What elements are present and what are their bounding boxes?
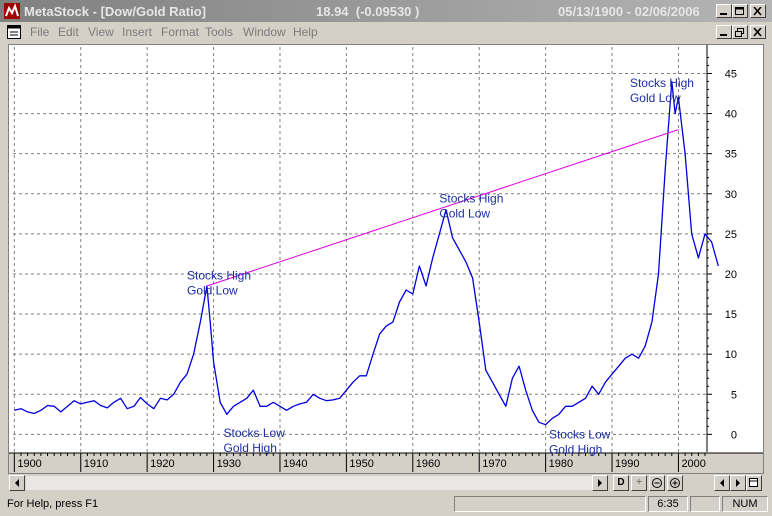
arrow-left-icon bbox=[720, 479, 724, 487]
zoom-out-icon bbox=[652, 478, 662, 488]
minimize-icon bbox=[720, 13, 727, 15]
zoom-out-button[interactable] bbox=[649, 475, 665, 491]
doc-close-button[interactable] bbox=[750, 25, 766, 39]
x-tick-label: 1980 bbox=[549, 458, 573, 470]
arrow-left-icon bbox=[15, 479, 19, 487]
x-tick-label: 1970 bbox=[482, 458, 506, 470]
trend-line bbox=[206, 129, 679, 287]
status-num: NUM bbox=[722, 496, 768, 512]
annotation-label: Stocks Low Gold High bbox=[224, 426, 286, 455]
x-tick-label: 1900 bbox=[17, 458, 41, 470]
scroll-right-button[interactable] bbox=[592, 475, 608, 491]
annotation-line: Stocks Low bbox=[549, 427, 611, 441]
annotation-label: Stocks High Gold Low bbox=[630, 76, 694, 105]
y-tick-label: 30 bbox=[725, 189, 737, 201]
page-left-button[interactable] bbox=[714, 475, 730, 491]
annotation-line: Stocks High bbox=[439, 192, 503, 206]
arrow-right-icon bbox=[736, 479, 740, 487]
y-tick-label: 25 bbox=[725, 229, 737, 241]
y-tick-label: 5 bbox=[731, 389, 737, 401]
y-tick-label: 10 bbox=[725, 349, 737, 361]
zoom-in-button[interactable] bbox=[667, 475, 683, 491]
menu-insert[interactable]: Insert bbox=[122, 25, 153, 39]
x-tick-label: 1950 bbox=[349, 458, 373, 470]
menu-edit[interactable]: Edit bbox=[58, 25, 79, 39]
y-tick-label: 0 bbox=[731, 429, 737, 441]
horizontal-scrollbar[interactable] bbox=[26, 476, 594, 490]
x-tick-label: 1990 bbox=[615, 458, 639, 470]
maximize-button[interactable] bbox=[732, 4, 748, 18]
annotation-line: Stocks Low bbox=[224, 426, 286, 440]
menu-bar bbox=[0, 22, 772, 42]
doc-minimize-button[interactable] bbox=[716, 25, 732, 39]
annotation-line: Stocks High bbox=[187, 269, 251, 283]
menu-format[interactable]: Format bbox=[161, 25, 200, 39]
annotation-line: Gold Low bbox=[630, 91, 681, 105]
annotation-line: Gold High bbox=[549, 442, 602, 456]
minimize-button[interactable] bbox=[716, 4, 732, 18]
window-icon bbox=[749, 478, 758, 487]
page-right-button[interactable] bbox=[730, 475, 746, 491]
document-icon[interactable] bbox=[6, 24, 22, 40]
annotation-label: Stocks High Gold Low bbox=[439, 192, 503, 221]
annotation-line: Gold Low bbox=[187, 284, 238, 298]
zoom-in-disabled-button[interactable]: + bbox=[631, 475, 647, 491]
metastock-app-icon[interactable] bbox=[4, 3, 20, 19]
doc-restore-button[interactable] bbox=[732, 25, 748, 39]
x-tick-label: 1940 bbox=[283, 458, 307, 470]
x-axis-strip bbox=[9, 453, 763, 473]
date-range: 05/13/1900 - 02/06/2006 bbox=[558, 4, 700, 19]
x-tick-label: 1920 bbox=[150, 458, 174, 470]
annotation-line: Gold Low bbox=[439, 207, 490, 221]
chart-panel[interactable]: 0 5 10 15 20 25 30 35 40 45 1900 1910 1920 1930 1940 19… bbox=[8, 44, 764, 474]
status-panel-empty bbox=[454, 496, 646, 512]
x-tick-label: 1930 bbox=[217, 458, 241, 470]
x-tick-label: 1960 bbox=[416, 458, 440, 470]
annotation-label: Stocks High Gold Low bbox=[187, 269, 251, 298]
title-bar: MetaStock - [Dow/Gold Ratio] 18.94 (-0.0… bbox=[0, 0, 772, 22]
annotation-label: Stocks Low Gold High bbox=[549, 427, 611, 456]
status-bar: For Help, press F1 6:35 NUM bbox=[0, 494, 772, 516]
scroll-left-button[interactable] bbox=[9, 475, 25, 491]
scroll-row: D + bbox=[8, 475, 764, 493]
arrow-right-icon bbox=[598, 479, 602, 487]
dow-gold-ratio-chart[interactable]: 0 5 10 15 20 25 30 35 40 45 1900 1910 1920 1930 1940 19… bbox=[9, 45, 763, 473]
annotation-line: Stocks High bbox=[630, 76, 694, 90]
menu-window[interactable]: Window bbox=[243, 25, 286, 39]
y-tick-label: 45 bbox=[725, 68, 737, 80]
y-tick-label: 35 bbox=[725, 149, 737, 161]
dow-gold-ratio-line bbox=[14, 80, 719, 426]
menu-tools[interactable]: Tools bbox=[205, 25, 234, 39]
minimize-icon bbox=[720, 34, 727, 36]
d-button[interactable]: D bbox=[613, 475, 629, 491]
x-tick-label: 2000 bbox=[681, 458, 705, 470]
status-time: 6:35 bbox=[648, 496, 688, 512]
menu-view[interactable]: View bbox=[88, 25, 114, 39]
status-help-text: For Help, press F1 bbox=[7, 498, 99, 510]
y-tick-label: 15 bbox=[725, 309, 737, 321]
close-icon bbox=[753, 7, 762, 16]
restore-icon bbox=[735, 28, 744, 37]
menu-file[interactable]: File bbox=[30, 25, 50, 39]
menu-help[interactable]: Help bbox=[293, 25, 318, 39]
zoom-in-icon bbox=[670, 478, 680, 488]
annotation-line: Gold High bbox=[224, 441, 277, 455]
x-tick-label: 1910 bbox=[84, 458, 108, 470]
window-title: MetaStock - [Dow/Gold Ratio] bbox=[24, 4, 206, 19]
maximize-icon bbox=[735, 7, 744, 15]
value-readout: 18.94 (-0.09530 ) bbox=[316, 4, 420, 19]
close-button[interactable] bbox=[750, 4, 766, 18]
y-tick-label: 40 bbox=[725, 109, 737, 121]
data-window-button[interactable] bbox=[746, 475, 762, 491]
y-tick-label: 20 bbox=[725, 269, 737, 281]
close-icon bbox=[753, 28, 762, 37]
status-panel-blank bbox=[690, 496, 720, 512]
